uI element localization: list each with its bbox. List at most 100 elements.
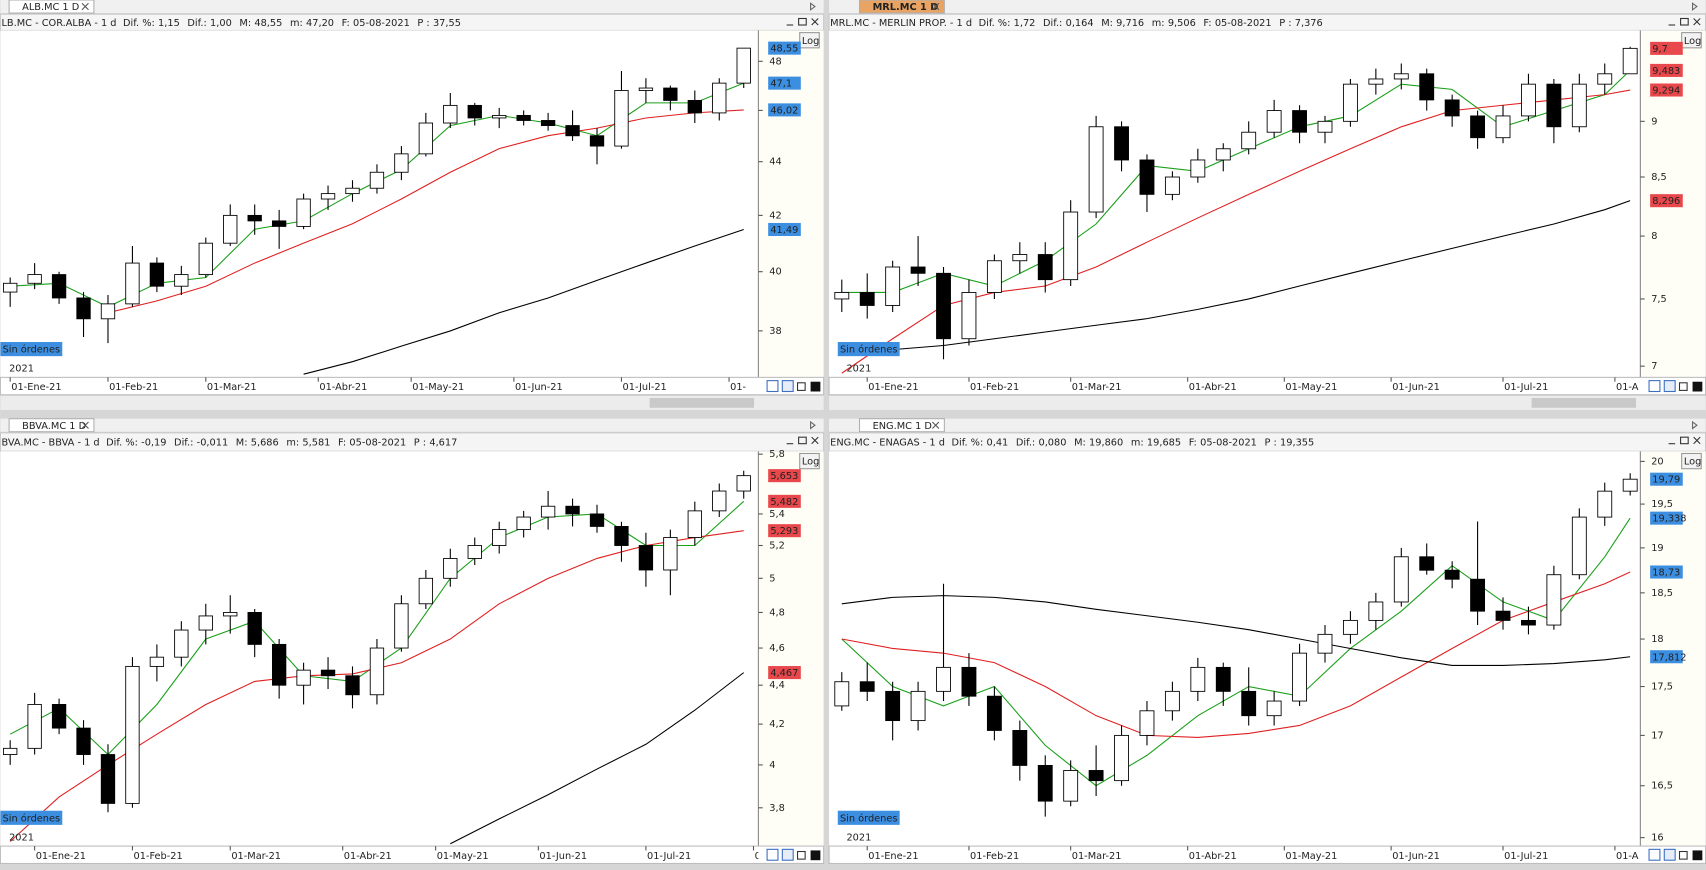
axis-button[interactable] — [781, 848, 794, 861]
y-tick-label: 9 — [1651, 116, 1657, 127]
candle-body — [1368, 601, 1384, 621]
tab[interactable] — [858, 0, 945, 14]
axis-button[interactable] — [766, 848, 779, 861]
tab[interactable] — [858, 418, 945, 433]
candle-body — [1444, 99, 1460, 117]
candle-body — [271, 220, 287, 227]
window-maximize[interactable] — [798, 17, 807, 26]
indicator-line — [450, 672, 745, 845]
tab-scroll-arrow[interactable] — [1692, 420, 1698, 430]
tab[interactable] — [8, 418, 95, 433]
candle-body — [936, 272, 951, 340]
candle-body — [247, 214, 262, 222]
log-button[interactable] — [799, 32, 820, 49]
orders-annotation: Sin órdenes — [3, 812, 61, 824]
price-label: 8,296 — [1650, 194, 1683, 207]
candle-body — [51, 274, 67, 299]
axis-button[interactable] — [1648, 380, 1661, 393]
price-label: 41,49 — [768, 222, 801, 237]
y-tick-label: 7 — [1651, 361, 1657, 372]
axis-button[interactable] — [781, 380, 794, 393]
header-field-label: P : — [414, 438, 426, 449]
candle-body — [1393, 556, 1409, 603]
y-tick-label: 5,8 — [769, 449, 785, 460]
axis-button[interactable] — [1692, 381, 1703, 392]
axis-button[interactable] — [796, 850, 806, 860]
tab-close[interactable] — [81, 2, 89, 11]
candle-body — [712, 490, 727, 512]
y-tick-label: 5 — [769, 573, 775, 584]
x-tick-label: 01-Jul-21 — [1504, 382, 1548, 393]
candle-body — [859, 292, 875, 306]
candle-body — [1419, 556, 1435, 571]
tab-bar — [829, 0, 1706, 14]
candle-body — [614, 90, 629, 147]
header-name: BVA.MC - BBVA - 1 d — [1, 438, 99, 449]
axis-button[interactable] — [1663, 380, 1676, 393]
price-label-text: 4,467 — [770, 668, 798, 679]
window-close[interactable] — [1693, 436, 1701, 445]
header-field-value: -0,011 — [197, 438, 228, 449]
window-close[interactable] — [1693, 18, 1701, 26]
y-tick-label: 4,4 — [769, 680, 785, 691]
window-close[interactable] — [811, 18, 819, 26]
candle-body — [1470, 578, 1486, 612]
candle-body — [418, 577, 434, 605]
candle-body — [1546, 83, 1562, 128]
price-label-box — [1650, 194, 1683, 208]
axis-button[interactable] — [1678, 382, 1688, 391]
plot-area — [829, 451, 1641, 847]
header-field-value: 0,41 — [987, 438, 1009, 449]
price-label-box — [768, 41, 801, 55]
tab-close[interactable] — [81, 421, 89, 429]
candle-body — [885, 690, 901, 722]
tab-close[interactable] — [932, 421, 940, 429]
scrollbar-thumb[interactable] — [649, 398, 755, 408]
x-tick-label: 01-Feb-21 — [970, 851, 1019, 862]
x-tick-label: 01-Jul-21 — [1504, 851, 1548, 862]
candle-body — [1164, 690, 1180, 712]
window-close[interactable] — [811, 436, 819, 445]
candle-body — [859, 681, 875, 692]
window-maximize[interactable] — [1680, 17, 1689, 26]
price-label-text: 17,812 — [1652, 652, 1686, 663]
x-tick-label: 01-Mar-21 — [1072, 851, 1122, 862]
header-field-label: m: — [286, 438, 299, 449]
header-field-label: F: — [1203, 18, 1211, 29]
scrollbar-thumb[interactable] — [1531, 398, 1636, 408]
header-field-value: 9,506 — [1168, 18, 1196, 29]
x-tick-label: 01-Mar-21 — [1072, 382, 1122, 393]
axis-button[interactable] — [796, 382, 806, 391]
axis-button[interactable] — [1692, 850, 1703, 861]
axis-button[interactable] — [1663, 848, 1676, 861]
tab-scroll-arrow[interactable] — [810, 2, 816, 11]
header-field-value: 05-08-2021 — [1215, 18, 1272, 29]
y-tick-label: 42 — [769, 210, 781, 221]
log-button[interactable] — [799, 452, 820, 470]
log-button-label: Log — [1684, 457, 1701, 468]
axis-button[interactable] — [810, 850, 821, 861]
axis-button[interactable] — [1678, 850, 1688, 860]
price-label-box — [1650, 511, 1683, 525]
candle-body — [223, 214, 238, 244]
window-maximize[interactable] — [798, 436, 807, 445]
tab[interactable] — [8, 0, 95, 14]
scrollbar-track — [829, 395, 1706, 410]
log-button[interactable] — [1681, 452, 1702, 470]
price-label-box — [768, 222, 801, 237]
x-tick-label: 01-Ene-21 — [868, 382, 918, 393]
tab-scroll-arrow[interactable] — [1692, 2, 1698, 11]
window-maximize[interactable] — [1680, 436, 1689, 445]
header-field-label: Dif. %: — [106, 438, 138, 449]
price-label-text: 9,294 — [1652, 86, 1680, 97]
candle-body — [1292, 110, 1307, 133]
tab-scroll-arrow[interactable] — [810, 420, 816, 430]
candle-body — [1444, 569, 1460, 580]
axis-button[interactable] — [766, 380, 779, 393]
tab-close[interactable] — [932, 2, 940, 11]
indicator-line — [107, 109, 744, 314]
x-axis-labels: 01-Ene-21 01-Feb-21 01-Mar-21 01-Abr-21 01-M… — [11, 382, 746, 393]
log-button[interactable] — [1681, 32, 1702, 49]
axis-button[interactable] — [1648, 848, 1661, 861]
axis-button[interactable] — [810, 381, 821, 392]
